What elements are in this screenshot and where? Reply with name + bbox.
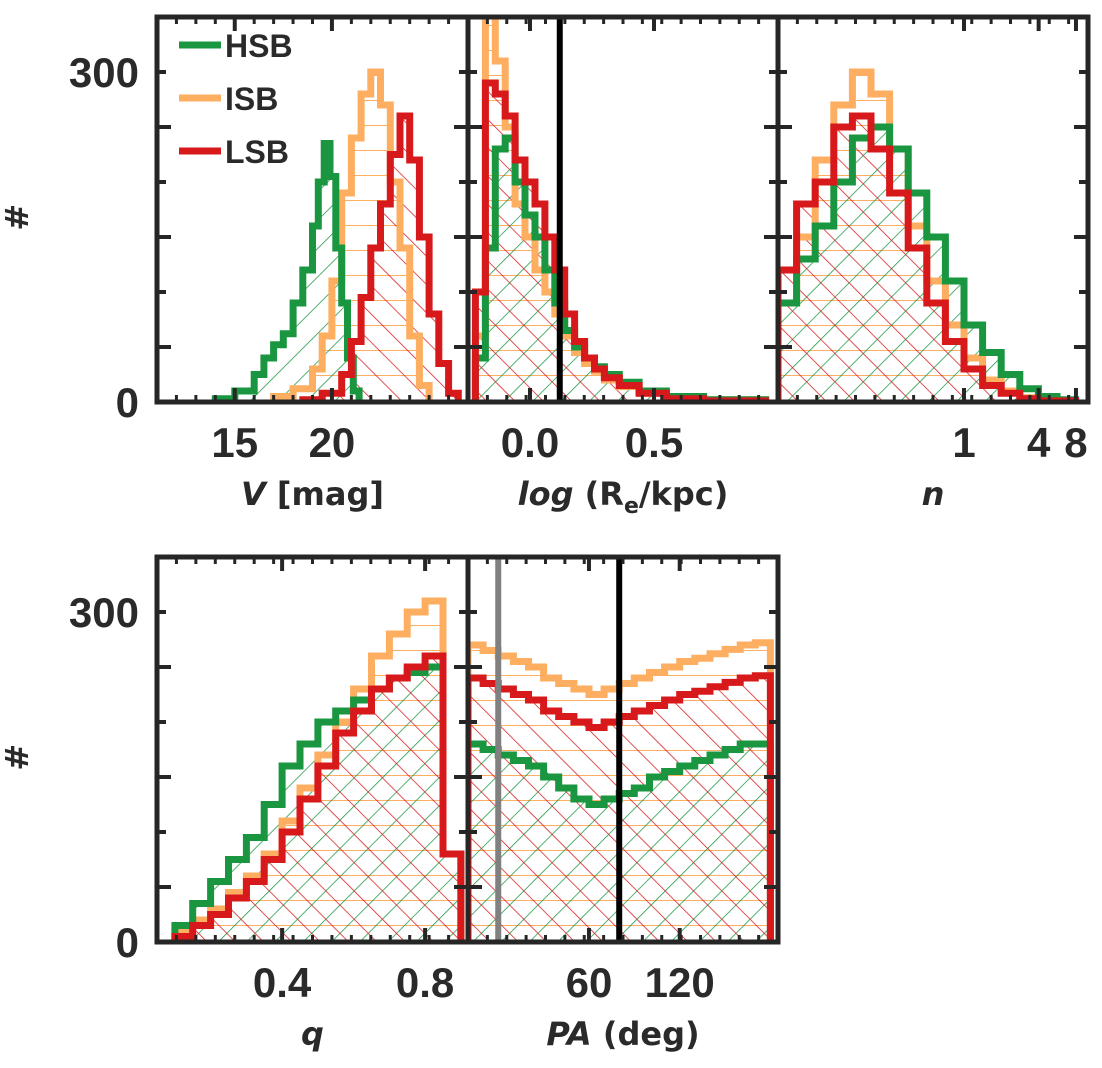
panel-n: 1 4 8 n <box>775 14 1091 513</box>
x-tick-label: 1 <box>952 419 975 466</box>
x-axis-label: q <box>301 1015 324 1053</box>
x-tick-label: 0.0 <box>501 419 559 466</box>
hist-line-lsb <box>471 79 770 402</box>
hist-line-lsb <box>299 112 462 402</box>
legend-label-isb: ISB <box>225 81 278 117</box>
hist-line-hsb <box>211 140 363 402</box>
hist-fill-lsb <box>302 116 459 402</box>
legend-label-lsb: LSB <box>225 134 289 170</box>
x-axis-label: V [mag] <box>241 475 384 513</box>
plot-frame <box>465 554 781 945</box>
y-tick-label: 0 <box>116 919 139 966</box>
legend-label-hsb: HSB <box>225 28 293 64</box>
x-tick-label: 8 <box>1064 419 1087 466</box>
hist-fill-lsb <box>475 83 766 402</box>
hist-line-hsb <box>778 123 1080 402</box>
panel-V: 15 20 0 300 # V [mag] HSB ISB LSB <box>0 14 471 513</box>
panel-q: 0.4 0.8 0 300 # q <box>0 554 471 1053</box>
y-tick-label: 300 <box>69 49 139 96</box>
x-tick-label: 0.4 <box>253 959 312 1006</box>
x-tick-label: 120 <box>645 959 715 1006</box>
x-axis-label: PA (deg) <box>546 1015 699 1053</box>
x-tick-label: 0.5 <box>625 419 683 466</box>
x-axis-label: log (Re/kpc) <box>518 475 729 519</box>
y-tick-label: 300 <box>69 589 139 636</box>
x-tick-label: 4 <box>1027 419 1051 466</box>
x-tick-label: 15 <box>211 419 258 466</box>
y-axis-label: # <box>0 744 36 771</box>
x-tick-label: 60 <box>566 959 613 1006</box>
y-tick-label: 0 <box>116 379 139 426</box>
y-axis-label: # <box>0 204 36 231</box>
hist-line-hsb <box>171 663 465 942</box>
x-axis-label: n <box>922 475 945 513</box>
hist-line-isb <box>270 68 433 402</box>
plot-frame <box>775 14 1091 405</box>
hist-line-lsb <box>778 112 1080 402</box>
x-tick-label: 0.8 <box>396 959 454 1006</box>
panel-PA: 60 120 PA (deg) <box>465 554 781 1053</box>
hist-line-lsb <box>171 652 465 942</box>
x-tick-label: 20 <box>309 419 356 466</box>
panel-Re: 0.0 0.5 log (Re/kpc) <box>465 14 781 519</box>
